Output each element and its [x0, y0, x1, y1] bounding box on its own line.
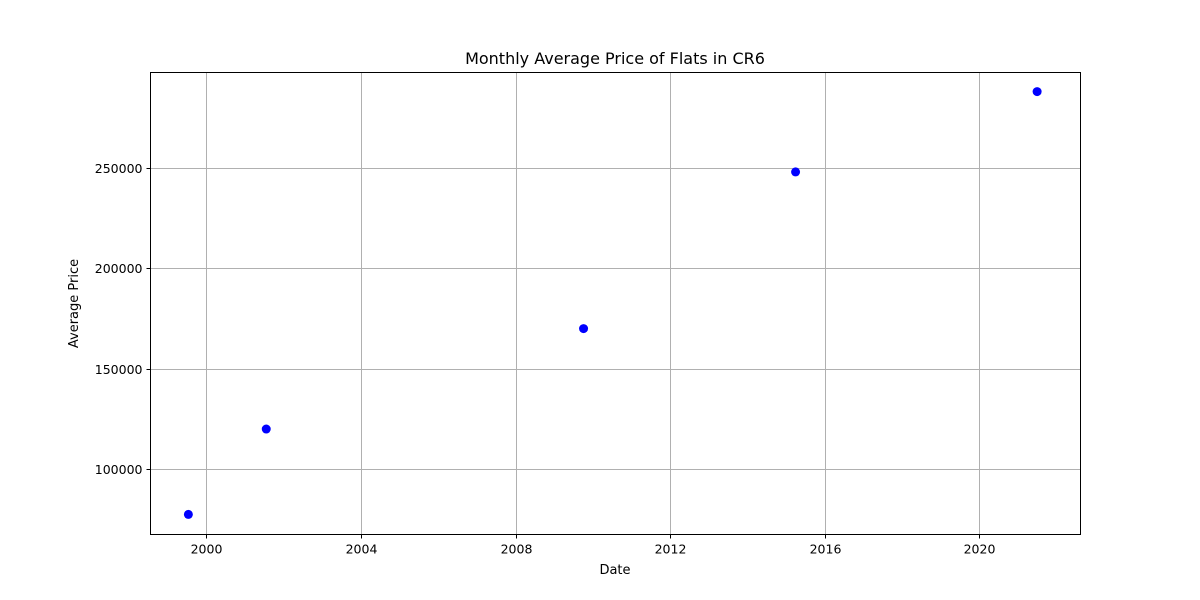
data-point: [791, 167, 801, 177]
data-point: [183, 509, 193, 519]
x-tick-label: 2012: [655, 542, 687, 557]
y-tick-label: 200000: [95, 261, 143, 276]
plot-frame: [150, 72, 1081, 535]
axis-ticks: 2000 2004 2008 2012 2016 2020 100000 150000 2000…: [95, 161, 996, 557]
grid-lines: [150, 72, 1081, 535]
x-axis-label: Date: [599, 563, 630, 578]
x-tick-label: 2004: [346, 542, 378, 557]
y-tick-label: 100000: [95, 462, 143, 477]
data-point: [579, 324, 589, 334]
x-tick-label: 2008: [501, 542, 533, 557]
x-tick-label: 2016: [810, 542, 842, 557]
chart-title: Monthly Average Price of Flats in CR6: [465, 49, 765, 68]
x-tick-label: 2020: [964, 542, 996, 557]
x-tick-label: 2000: [191, 542, 223, 557]
y-tick-label: 250000: [95, 161, 143, 176]
data-points: [183, 87, 1042, 519]
data-point: [1032, 87, 1042, 97]
y-tick-label: 150000: [95, 362, 143, 377]
data-point: [261, 424, 271, 434]
y-axis-label: Average Price: [67, 259, 82, 348]
